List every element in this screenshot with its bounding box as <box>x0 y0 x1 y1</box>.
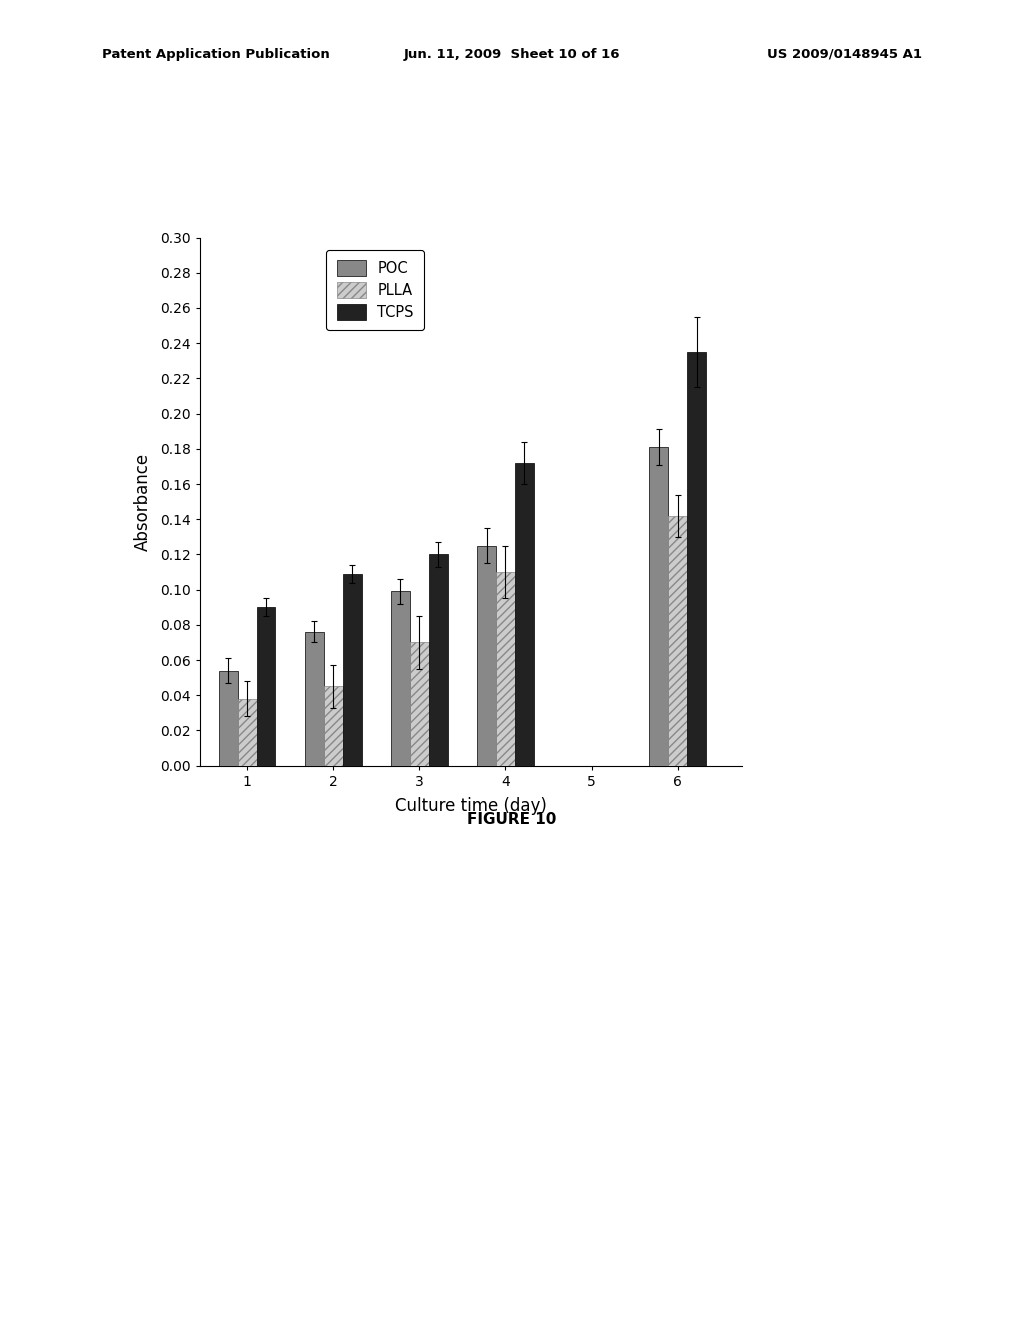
Bar <box>257 607 275 766</box>
Text: Jun. 11, 2009  Sheet 10 of 16: Jun. 11, 2009 Sheet 10 of 16 <box>403 48 621 61</box>
Bar <box>515 463 534 766</box>
Bar <box>391 591 410 766</box>
Y-axis label: Absorbance: Absorbance <box>133 453 152 550</box>
Bar <box>429 554 447 766</box>
Bar <box>669 516 687 766</box>
Text: FIGURE 10: FIGURE 10 <box>467 812 557 826</box>
Bar <box>410 643 429 766</box>
Text: US 2009/0148945 A1: US 2009/0148945 A1 <box>767 48 922 61</box>
Bar <box>496 572 515 766</box>
Text: Patent Application Publication: Patent Application Publication <box>102 48 330 61</box>
Bar <box>477 545 496 766</box>
Legend: POC, PLLA, TCPS: POC, PLLA, TCPS <box>327 251 424 330</box>
Bar <box>649 447 669 766</box>
Bar <box>343 574 361 766</box>
Bar <box>219 671 238 766</box>
Bar <box>305 632 324 766</box>
Bar <box>687 352 707 766</box>
Bar <box>238 698 257 766</box>
X-axis label: Culture time (day): Culture time (day) <box>395 797 547 814</box>
Bar <box>324 686 343 766</box>
